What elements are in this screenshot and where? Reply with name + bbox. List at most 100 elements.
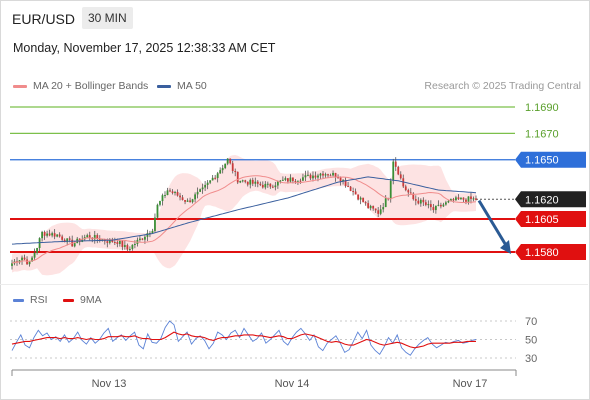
candle bbox=[26, 256, 28, 265]
candle-body bbox=[121, 240, 124, 247]
candle-body bbox=[21, 257, 23, 261]
candle bbox=[181, 195, 184, 201]
candle bbox=[409, 188, 412, 194]
candle bbox=[239, 180, 242, 184]
legend-rsi: RSI bbox=[13, 294, 48, 306]
level-1.1690: 1.1690 bbox=[10, 102, 559, 114]
candle bbox=[457, 194, 460, 200]
candle-body bbox=[417, 200, 420, 204]
candle-body bbox=[41, 231, 43, 239]
candle-body bbox=[246, 181, 249, 185]
candle bbox=[194, 192, 196, 203]
candle-body bbox=[349, 186, 352, 192]
candle bbox=[422, 197, 425, 207]
candle-body bbox=[181, 197, 184, 201]
candle bbox=[322, 170, 324, 179]
candle bbox=[58, 232, 61, 238]
candle-body bbox=[304, 175, 307, 178]
candles bbox=[11, 157, 477, 270]
candle-body bbox=[339, 177, 342, 182]
candle bbox=[151, 228, 154, 234]
candle-body bbox=[475, 198, 477, 200]
candle bbox=[246, 181, 249, 187]
candle-body bbox=[118, 240, 121, 244]
x-tick-label: Nov 17 bbox=[453, 378, 488, 390]
legend-ma50: MA 50 bbox=[157, 80, 207, 92]
candle bbox=[36, 247, 38, 255]
candle-body bbox=[324, 174, 327, 176]
candle-body bbox=[229, 158, 232, 164]
candle-body bbox=[294, 181, 297, 183]
level-1.1650: 1.1650 bbox=[10, 151, 586, 168]
candle bbox=[307, 170, 309, 177]
candle bbox=[48, 229, 51, 237]
candle-body bbox=[196, 191, 199, 195]
candle-body bbox=[48, 233, 51, 236]
candle-body bbox=[424, 202, 427, 205]
candle bbox=[179, 192, 181, 201]
candle-body bbox=[179, 195, 181, 198]
level-tag bbox=[515, 151, 586, 168]
forecast-arrow-shaft bbox=[477, 199, 509, 248]
candle-body bbox=[455, 197, 457, 201]
candle-body bbox=[399, 174, 402, 179]
candle-body bbox=[266, 183, 269, 185]
candle-body bbox=[457, 197, 460, 200]
candle-body bbox=[241, 180, 244, 182]
candle-body bbox=[409, 192, 412, 194]
candle-body bbox=[216, 173, 219, 179]
candle-body bbox=[394, 161, 397, 167]
candle-body bbox=[442, 204, 445, 207]
candle bbox=[53, 229, 56, 240]
level-label: 1.1650 bbox=[525, 155, 559, 167]
candle-body bbox=[116, 242, 119, 244]
candle bbox=[339, 176, 342, 186]
candle bbox=[226, 158, 229, 166]
candle-body bbox=[447, 200, 450, 203]
candle bbox=[266, 181, 269, 188]
candle-body bbox=[450, 199, 452, 201]
candle bbox=[429, 200, 432, 211]
candle-body bbox=[432, 207, 435, 211]
candle bbox=[374, 208, 377, 213]
candle bbox=[41, 230, 43, 242]
candle-body bbox=[56, 234, 59, 237]
candle-body bbox=[126, 245, 129, 250]
candle bbox=[186, 198, 189, 202]
candle bbox=[209, 180, 212, 185]
level-label: 1.1690 bbox=[525, 102, 559, 114]
candle-body bbox=[397, 166, 400, 175]
candle bbox=[352, 187, 355, 196]
timestamp: Monday, November 17, 2025 12:38:33 AM CE… bbox=[13, 41, 276, 55]
candle-body bbox=[73, 243, 76, 247]
candle-body bbox=[28, 261, 31, 265]
candle-body bbox=[224, 163, 227, 169]
candle bbox=[241, 179, 244, 183]
candle bbox=[206, 180, 209, 190]
candle-body bbox=[43, 231, 46, 236]
candle bbox=[377, 207, 380, 218]
candle-body bbox=[367, 203, 370, 209]
candle-body bbox=[164, 195, 166, 197]
level-1.1620: 1.1620 bbox=[476, 191, 586, 208]
candle-body bbox=[292, 177, 294, 182]
candle-body bbox=[131, 244, 134, 249]
candle-body bbox=[219, 170, 222, 174]
candle-body bbox=[404, 186, 407, 191]
candle-body bbox=[221, 168, 224, 171]
legend-rsi-label: RSI bbox=[30, 294, 48, 306]
candle-body bbox=[261, 184, 264, 188]
candle-body bbox=[289, 177, 292, 182]
candle bbox=[354, 188, 357, 195]
candle bbox=[332, 170, 334, 177]
candle-body bbox=[93, 235, 96, 240]
level-1.1605: 1.1605 bbox=[10, 211, 586, 228]
timeframe-badge[interactable]: 30 MIN bbox=[82, 7, 133, 29]
level-label: 1.1605 bbox=[525, 214, 559, 226]
candle-body bbox=[249, 179, 252, 185]
candle-body bbox=[307, 174, 309, 176]
candle bbox=[164, 191, 166, 199]
candle-body bbox=[377, 210, 380, 214]
ma50-swatch bbox=[157, 84, 171, 88]
candle bbox=[23, 254, 26, 261]
